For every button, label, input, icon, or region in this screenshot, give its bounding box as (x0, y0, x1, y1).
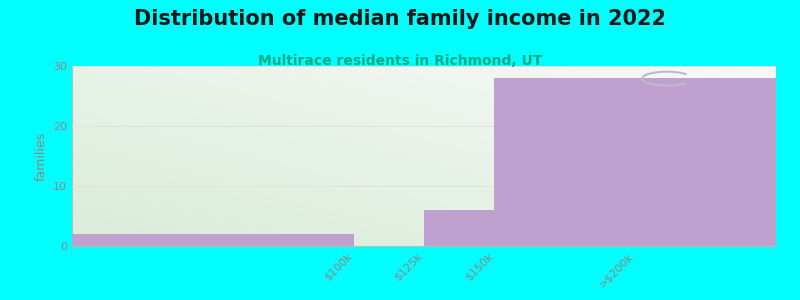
Text: Multirace residents in Richmond, UT: Multirace residents in Richmond, UT (258, 54, 542, 68)
Text: Distribution of median family income in 2022: Distribution of median family income in … (134, 9, 666, 29)
Y-axis label: families: families (34, 131, 47, 181)
Bar (424, 210, 494, 246)
Bar (72, 234, 354, 246)
Bar (494, 78, 776, 246)
